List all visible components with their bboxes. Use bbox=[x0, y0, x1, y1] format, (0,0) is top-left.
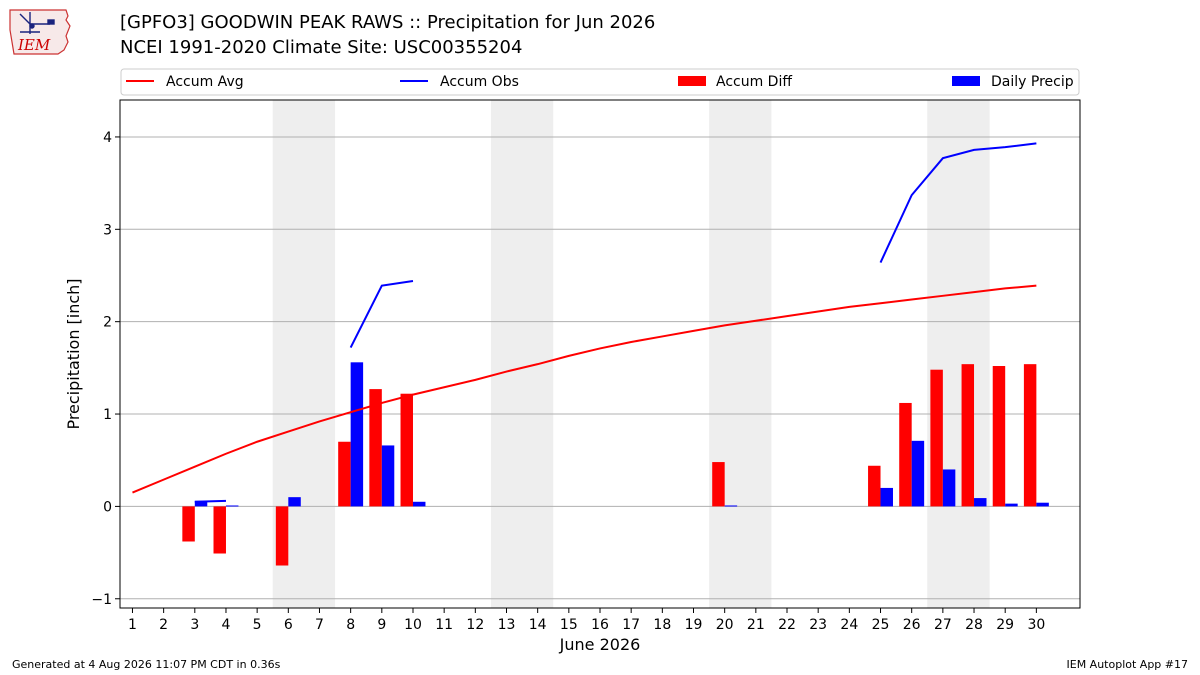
legend-label: Daily Precip bbox=[991, 74, 1074, 90]
accum-diff-bar bbox=[868, 465, 881, 507]
iem-logo-text: IEM bbox=[17, 36, 51, 54]
x-tick-label: 17 bbox=[622, 617, 640, 633]
chart-subtitle: NCEI 1991-2020 Climate Site: USC00355204 bbox=[120, 37, 523, 58]
accum-diff-bar bbox=[961, 364, 975, 507]
x-tick-label: 21 bbox=[747, 617, 765, 633]
chart-title: [GPFO3] GOODWIN PEAK RAWS :: Precipitati… bbox=[120, 12, 656, 33]
weekend-band bbox=[709, 100, 772, 608]
x-tick-label: 7 bbox=[315, 617, 324, 633]
generated-timestamp: Generated at 4 Aug 2026 11:07 PM CDT in … bbox=[12, 658, 281, 671]
accum-obs-line bbox=[349, 280, 414, 348]
bars bbox=[182, 362, 1049, 566]
x-tick-label: 23 bbox=[809, 617, 827, 633]
x-tick-label: 18 bbox=[653, 617, 671, 633]
legend-label: Accum Diff bbox=[716, 74, 792, 90]
app-id: IEM Autoplot App #17 bbox=[1066, 658, 1189, 671]
x-tick-label: 11 bbox=[435, 617, 453, 633]
daily-precip-bar bbox=[911, 440, 925, 507]
accum-diff-bar bbox=[182, 506, 195, 542]
accum-avg-line bbox=[132, 284, 1037, 494]
x-tick-label: 8 bbox=[346, 617, 355, 633]
accum-diff-bar bbox=[275, 506, 289, 566]
x-tick-label: 16 bbox=[591, 617, 609, 633]
accum-diff-bar bbox=[930, 369, 943, 507]
accum-diff-bar bbox=[369, 389, 382, 507]
x-tick-label: 5 bbox=[253, 617, 262, 633]
weekend-band bbox=[490, 100, 554, 608]
legend: Accum Avg Accum Obs Accum Diff Daily Precip bbox=[120, 68, 1080, 96]
weekend-shading bbox=[272, 100, 990, 608]
legend-label: Accum Avg bbox=[166, 74, 244, 90]
x-tick-label: 12 bbox=[466, 617, 484, 633]
y-tick-label: 4 bbox=[103, 130, 112, 146]
x-tick-label: 27 bbox=[934, 617, 952, 633]
legend-label: Accum Obs bbox=[440, 74, 519, 90]
legend-swatch bbox=[678, 76, 706, 86]
daily-precip-bar bbox=[1005, 503, 1018, 507]
x-tick-label: 1 bbox=[128, 617, 137, 633]
accum-diff-bar bbox=[1023, 364, 1037, 507]
x-tick-label: 6 bbox=[284, 617, 293, 633]
x-tick-label: 3 bbox=[190, 617, 199, 633]
daily-precip-bar bbox=[1036, 502, 1049, 507]
accum-diff-bar bbox=[400, 393, 413, 507]
x-tick-label: 25 bbox=[872, 617, 890, 633]
y-tick-label: 2 bbox=[103, 315, 112, 331]
daily-precip-bar bbox=[942, 469, 956, 507]
daily-precip-bar bbox=[288, 497, 301, 507]
y-tick-label: −1 bbox=[91, 592, 112, 608]
daily-precip-bar bbox=[974, 498, 987, 507]
weekend-band bbox=[927, 100, 990, 608]
x-axis-label: June 2026 bbox=[559, 635, 641, 654]
accum-diff-bar bbox=[992, 366, 1006, 507]
accum-obs-line bbox=[194, 499, 227, 503]
daily-precip-bar bbox=[724, 505, 738, 507]
y-axis-label: Precipitation [inch] bbox=[64, 278, 83, 429]
x-tick-label: 15 bbox=[560, 617, 578, 633]
x-tick-label: 22 bbox=[778, 617, 796, 633]
accum-diff-bar bbox=[338, 441, 351, 507]
lines bbox=[132, 142, 1037, 503]
x-tick-label: 13 bbox=[498, 617, 516, 633]
legend-frame bbox=[120, 68, 1080, 96]
legend-swatch bbox=[952, 76, 980, 86]
x-tick-label: 24 bbox=[840, 617, 858, 633]
x-tick-label: 10 bbox=[404, 617, 422, 633]
x-tick-label: 14 bbox=[529, 617, 547, 633]
x-tick-label: 26 bbox=[903, 617, 921, 633]
accum-diff-bar bbox=[899, 402, 912, 507]
daily-precip-bar bbox=[350, 362, 364, 507]
daily-precip-bar bbox=[880, 487, 893, 507]
x-tick-label: 19 bbox=[685, 617, 703, 633]
daily-precip-bar bbox=[381, 445, 395, 507]
x-axis-ticks: 1 2 3 4 5 6 7 8 9 10 11 12 13 14 15 16 17 18 19 20 21 22 23 24 2… bbox=[128, 608, 1045, 633]
x-tick-label: 4 bbox=[222, 617, 231, 633]
weather-station-icon bbox=[19, 12, 55, 34]
accum-diff-bar bbox=[213, 506, 226, 554]
daily-precip-bar bbox=[412, 501, 426, 507]
accum-diff-bar bbox=[712, 462, 725, 507]
y-axis-ticks: −1 0 1 2 3 4 bbox=[91, 130, 120, 608]
iem-logo: IEM bbox=[9, 9, 71, 55]
x-tick-label: 9 bbox=[377, 617, 386, 633]
daily-precip-bar bbox=[194, 500, 208, 507]
x-tick-label: 20 bbox=[716, 617, 734, 633]
y-tick-label: 3 bbox=[103, 222, 112, 238]
x-tick-label: 30 bbox=[1027, 617, 1045, 633]
x-tick-label: 2 bbox=[159, 617, 168, 633]
y-tick-label: 1 bbox=[103, 407, 112, 423]
x-tick-label: 28 bbox=[965, 617, 983, 633]
y-tick-label: 0 bbox=[103, 499, 112, 515]
accum-obs-line bbox=[879, 142, 1037, 263]
x-tick-label: 29 bbox=[996, 617, 1014, 633]
daily-precip-bar bbox=[225, 505, 239, 507]
